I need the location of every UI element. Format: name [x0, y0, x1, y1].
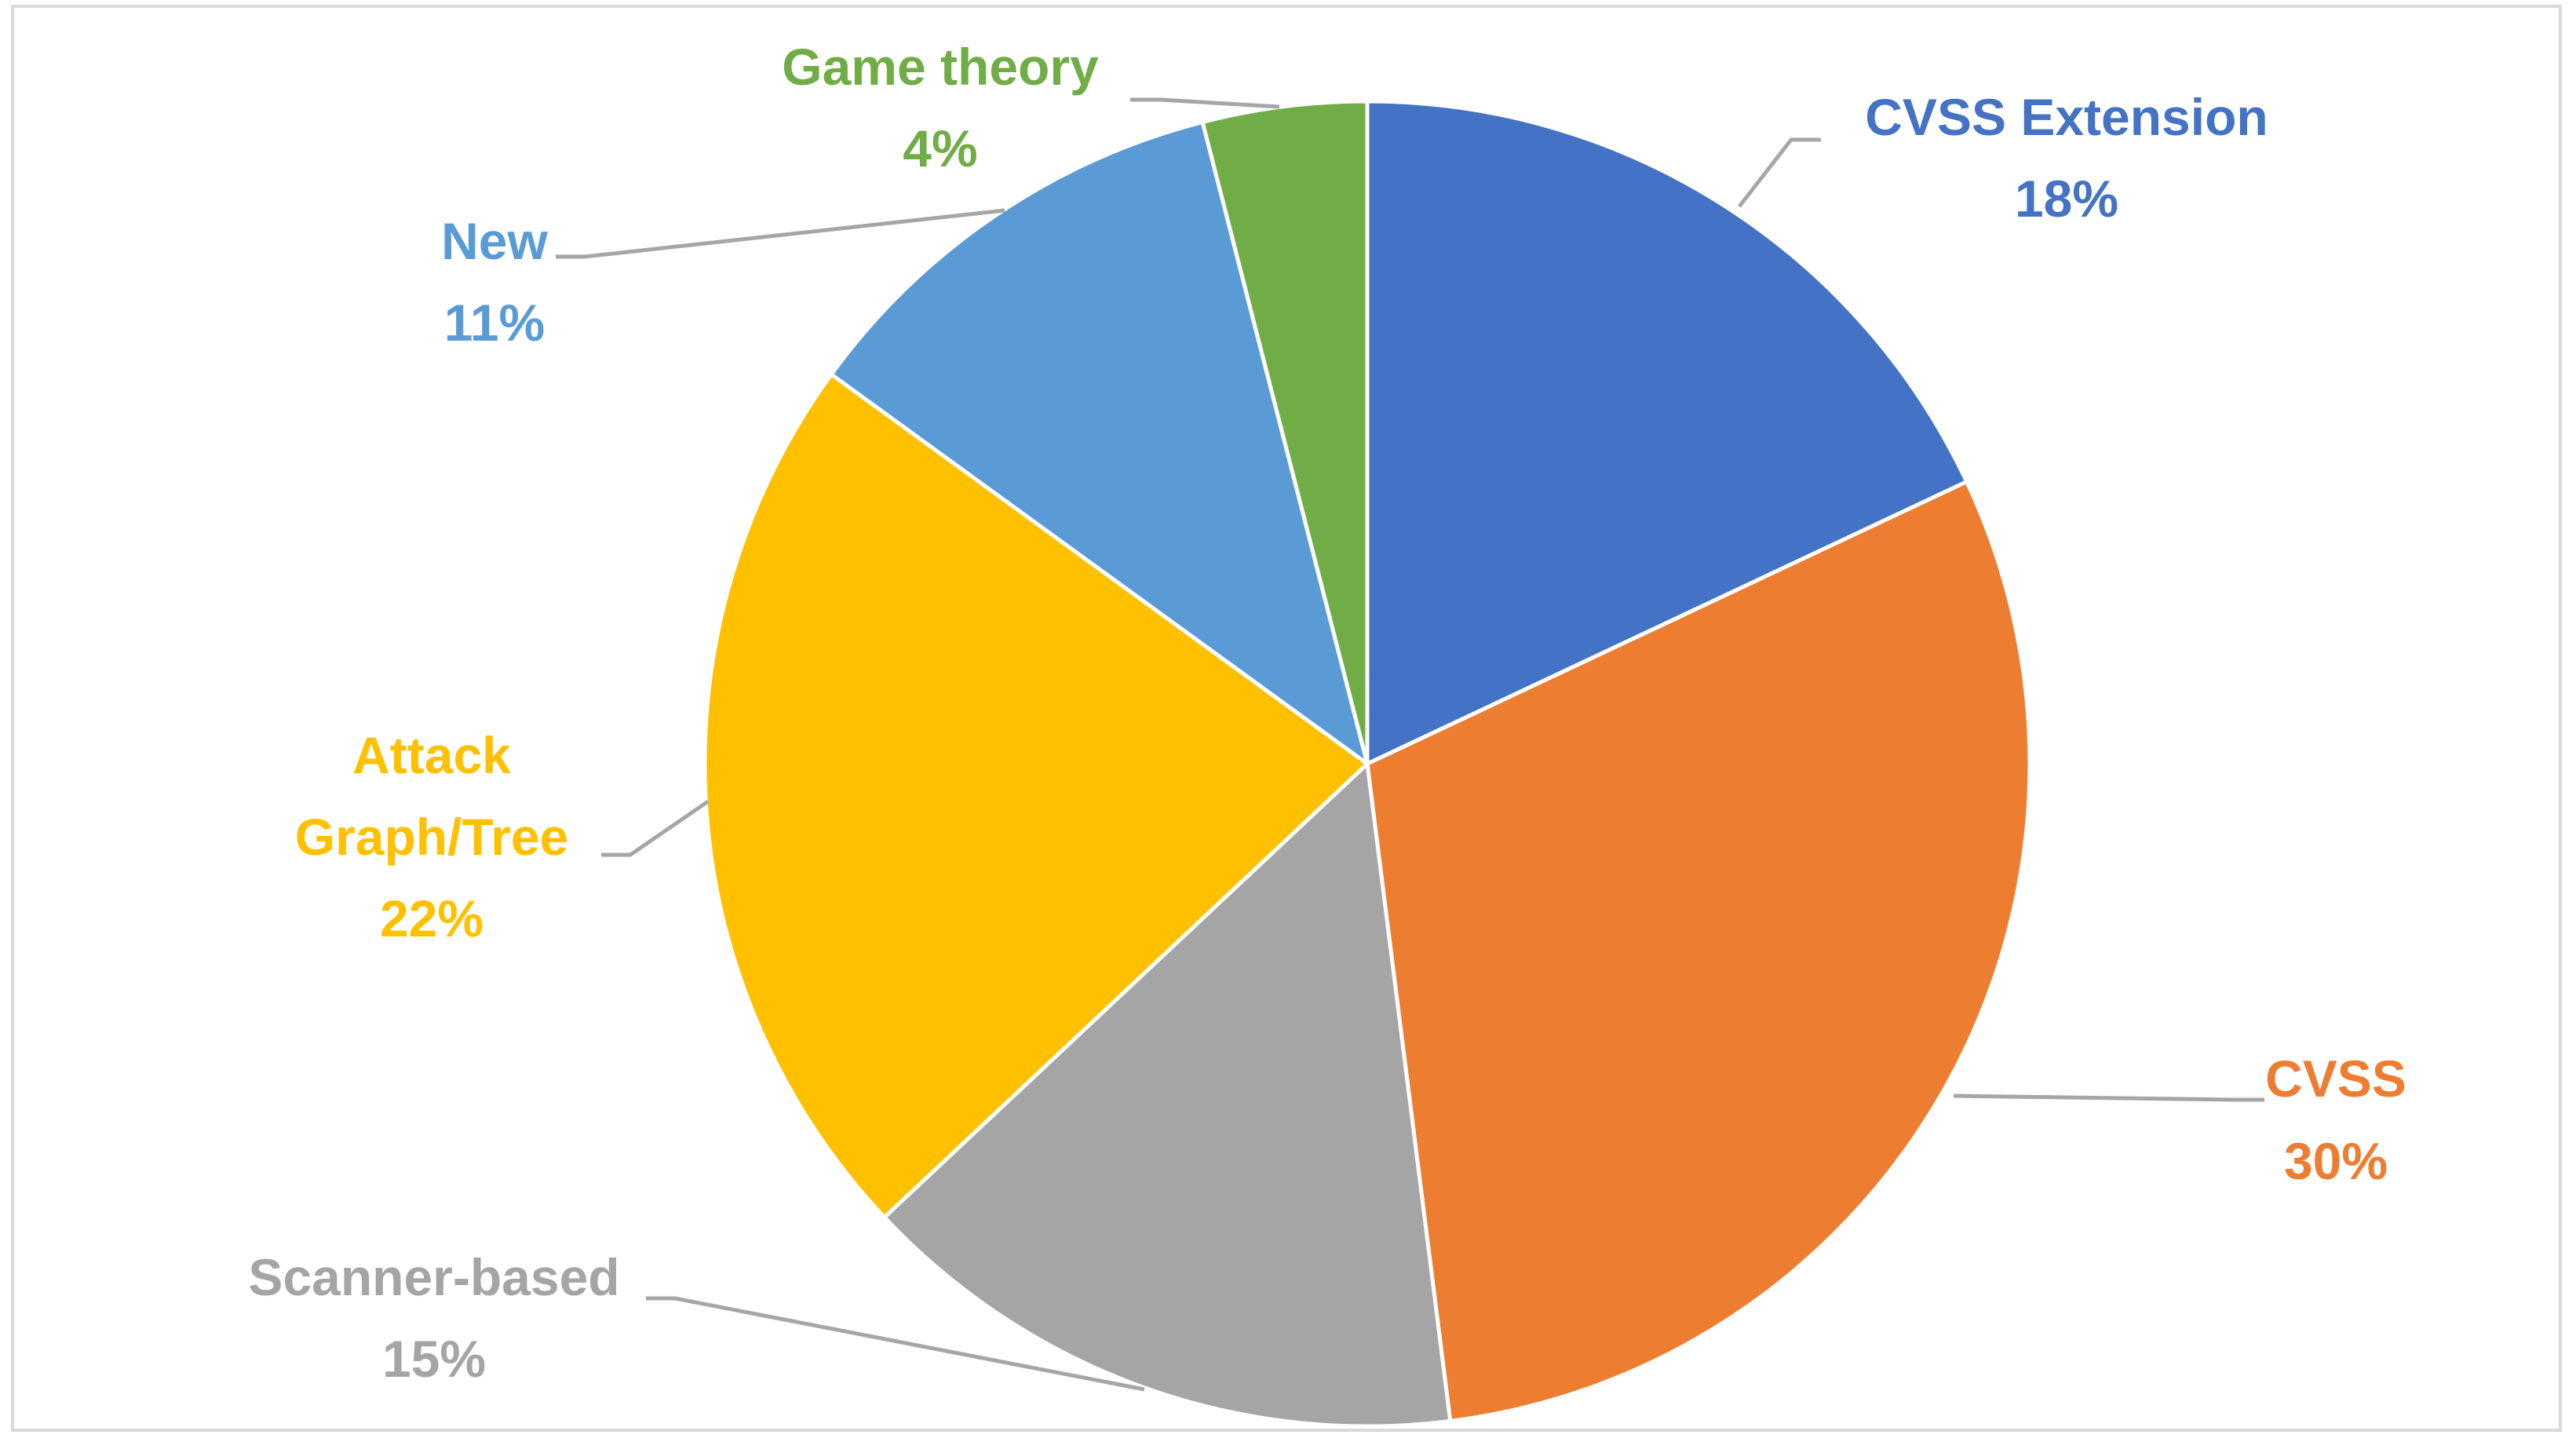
pie-slice-scanner-based [882, 761, 1453, 1429]
slice-name-cvss: CVSS [2265, 1050, 2406, 1108]
slice-percent-cvss: 30% [2284, 1132, 2388, 1190]
leader-line-game-theory [1130, 97, 1280, 109]
slice-percent-cvss-extension: 18% [2015, 170, 2118, 228]
pie-slice-cvss [1365, 480, 2032, 1423]
slice-percent-game-theory: 4% [903, 119, 977, 177]
leader-line-new [556, 208, 1005, 259]
pie-slices [702, 99, 2032, 1429]
slice-percent-scanner-based: 15% [382, 1330, 486, 1388]
slice-name-scanner-based: Scanner-based [248, 1248, 619, 1306]
leader-line-attack-graph-tree [601, 799, 710, 857]
slice-percent-new: 11% [444, 294, 545, 352]
slice-name-game-theory: Game theory [782, 38, 1099, 96]
slice-name-cvss-extension: CVSS Extension [1865, 88, 2268, 146]
slice-name-new: New [441, 212, 548, 270]
slice-percent-attack-graph-tree: 22% [380, 889, 483, 947]
leader-line-scanner-based [646, 1296, 1145, 1392]
data-labels: CVSS Extension 18% CVSS 30% Scanner-based 15%… [248, 38, 2406, 1388]
leader-lines [556, 97, 2264, 1392]
slice-name-attack-graph-tree-line-1: Attack [352, 726, 511, 784]
pie-slice-attack-graph-tree [702, 372, 1370, 1220]
leader-line-cvss [1953, 1093, 2264, 1102]
slice-name-attack-graph-tree-line-2: Graph/Tree [295, 808, 568, 866]
leader-line-cvss-extension [1738, 137, 1821, 208]
pie-slice-new [829, 120, 1370, 766]
pie-slice-cvss-extension [1365, 99, 1969, 766]
pie-slice-game-theory [1200, 99, 1370, 766]
